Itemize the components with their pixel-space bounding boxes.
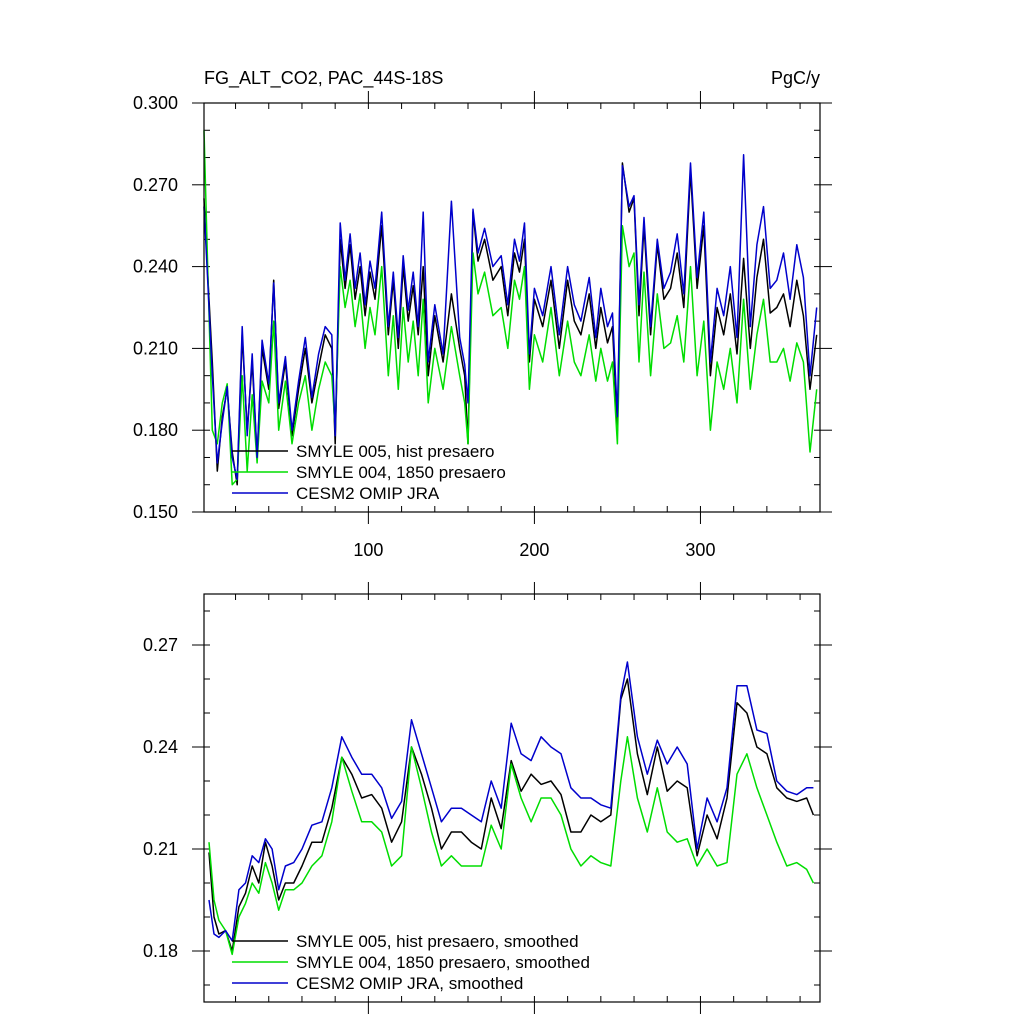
legend-label-smyle-004-smoothed: SMYLE 004, 1850 presaero, smoothed	[296, 953, 590, 972]
top-panel: FG_ALT_CO2, PAC_44S-18S PgC/y 0.150 0.180…	[133, 68, 832, 560]
legend-label-smyle-004: SMYLE 004, 1850 presaero	[296, 463, 506, 482]
bottom-panel-ticks: 0.18 0.21 0.24 0.27	[143, 582, 832, 1014]
top-panel-units: PgC/y	[771, 68, 820, 88]
top-panel-frame	[203, 102, 821, 513]
series-line-2	[208, 661, 814, 942]
bottom-panel: 0.18 0.21 0.24 0.27 SMYLE 005, hist presaer…	[143, 582, 832, 1014]
series-line-0	[208, 678, 815, 952]
series-line-1	[208, 736, 815, 956]
bottom-panel-series	[208, 661, 815, 956]
y-tick-label: 0.18	[143, 941, 178, 961]
top-panel-ticks: 0.150 0.180 0.210 0.240 0.270 0.300 100 200 300	[133, 91, 832, 560]
x-tick-label: 200	[519, 540, 549, 560]
y-tick-label: 0.300	[133, 93, 178, 113]
series-line-2	[203, 154, 818, 481]
top-panel-title: FG_ALT_CO2, PAC_44S-18S	[204, 68, 443, 89]
bottom-panel-legend: SMYLE 005, hist presaero, smoothed SMYLE…	[232, 932, 590, 993]
y-tick-label: 0.240	[133, 257, 178, 277]
legend-label-smyle-005-smoothed: SMYLE 005, hist presaero, smoothed	[296, 932, 579, 951]
y-tick-label: 0.21	[143, 839, 178, 859]
series-line-1	[203, 130, 818, 486]
y-tick-label: 0.180	[133, 420, 178, 440]
bottom-panel-frame	[203, 593, 821, 1003]
y-tick-label: 0.27	[143, 635, 178, 655]
legend-label-cesm2-omip: CESM2 OMIP JRA	[296, 484, 440, 503]
top-panel-legend: SMYLE 005, hist presaero SMYLE 004, 1850…	[232, 442, 506, 503]
top-panel-series	[203, 130, 818, 486]
y-tick-label: 0.210	[133, 338, 178, 358]
x-tick-label: 100	[353, 540, 383, 560]
x-tick-label: 300	[685, 540, 715, 560]
y-tick-label: 0.270	[133, 175, 178, 195]
legend-label-cesm2-omip-smoothed: CESM2 OMIP JRA, smoothed	[296, 974, 523, 993]
legend-label-smyle-005: SMYLE 005, hist presaero	[296, 442, 494, 461]
y-tick-label: 0.150	[133, 502, 178, 522]
y-tick-label: 0.24	[143, 737, 178, 757]
